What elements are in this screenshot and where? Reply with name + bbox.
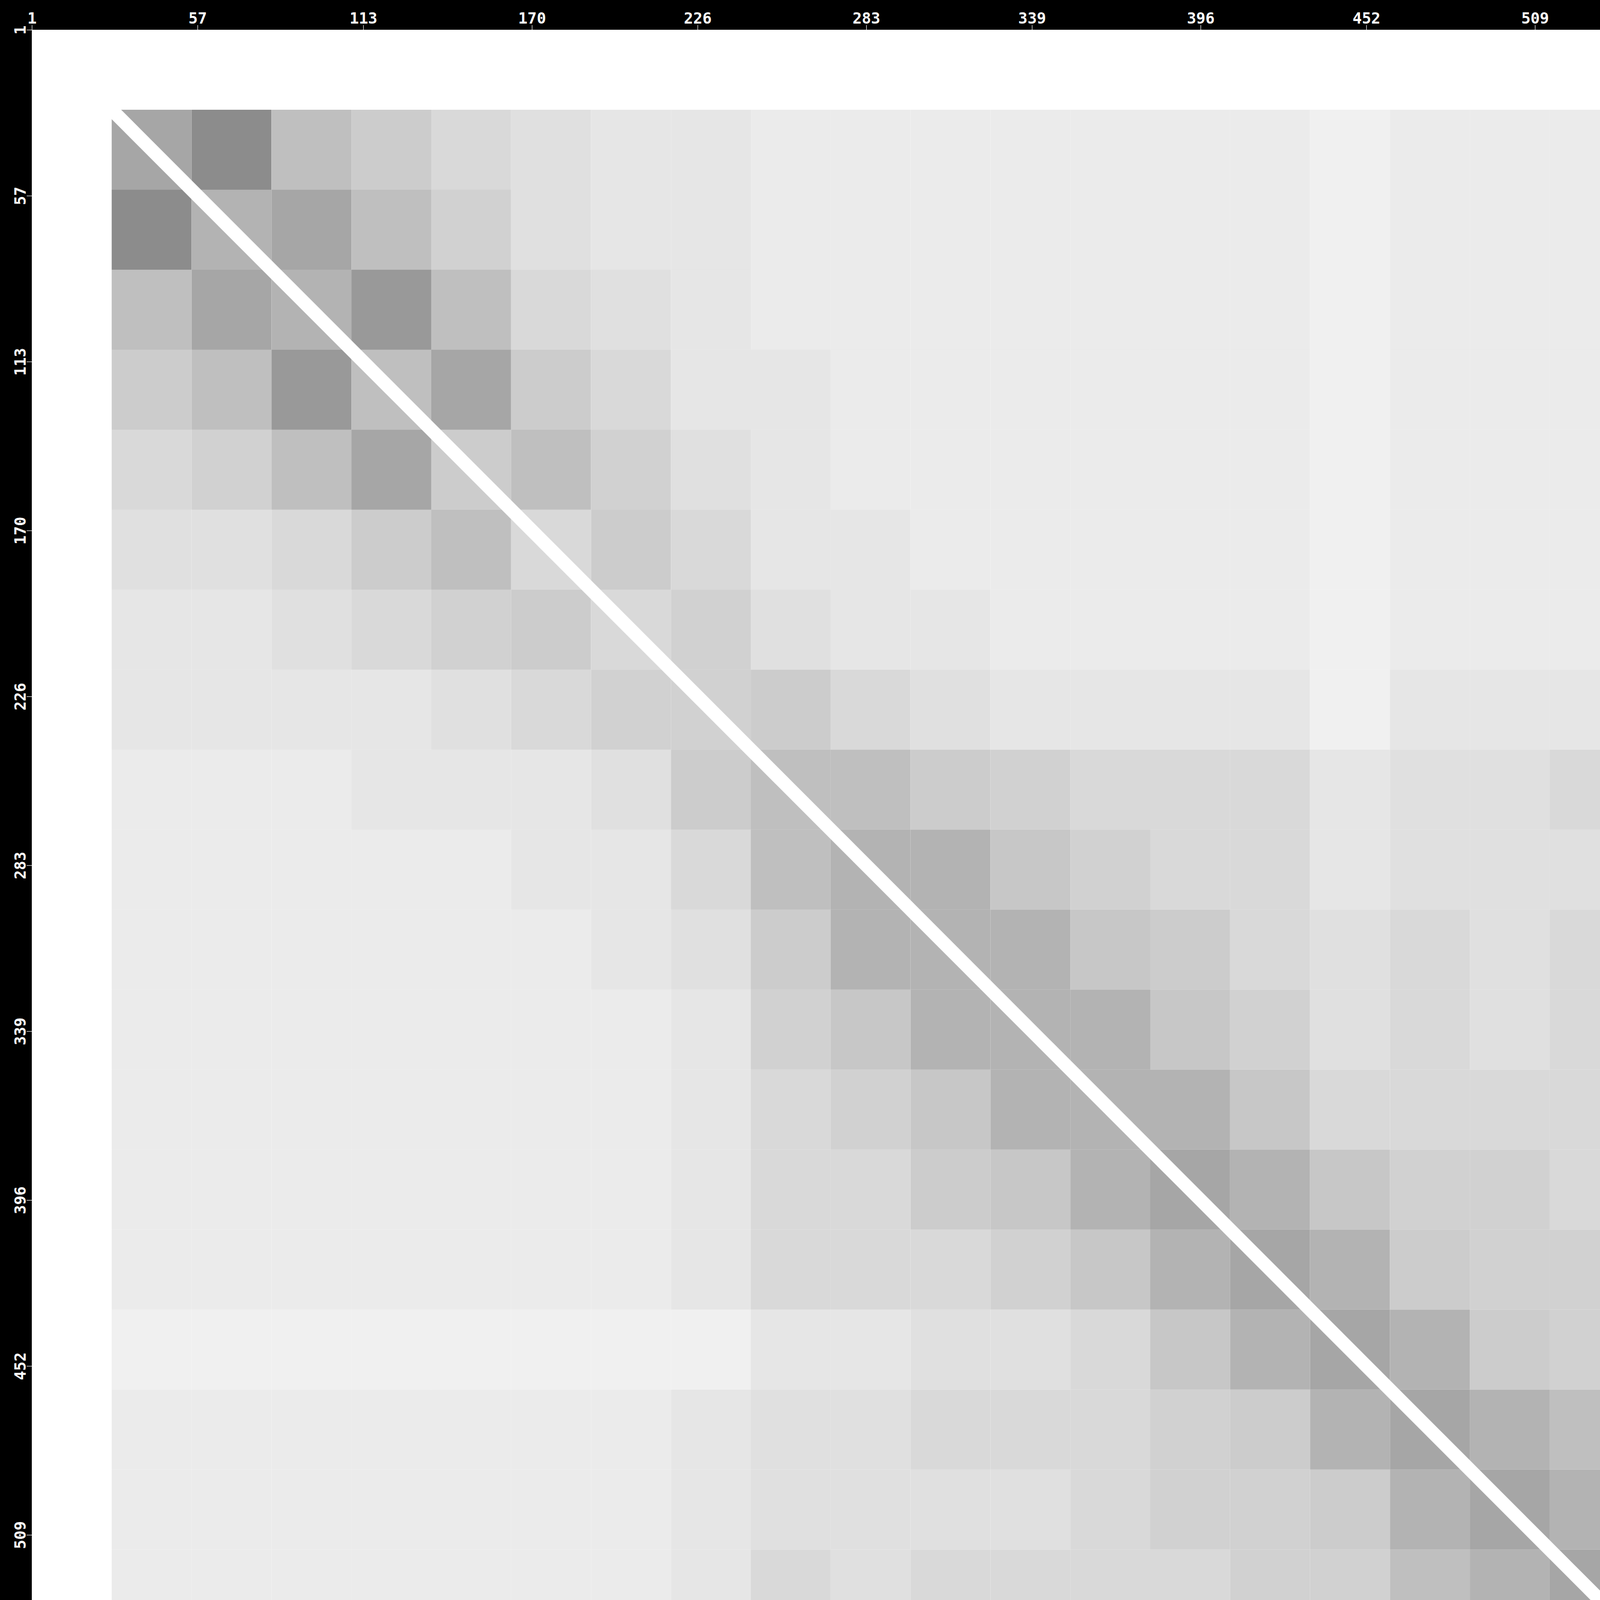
svg-text:509: 509 bbox=[1521, 9, 1549, 28]
svg-text:226: 226 bbox=[684, 9, 712, 28]
svg-text:396: 396 bbox=[11, 1186, 30, 1214]
svg-text:339: 339 bbox=[11, 1017, 30, 1046]
svg-text:57: 57 bbox=[188, 9, 208, 28]
svg-text:452: 452 bbox=[11, 1352, 30, 1380]
svg-text:452: 452 bbox=[1352, 9, 1381, 28]
svg-text:226: 226 bbox=[11, 682, 30, 711]
svg-text:170: 170 bbox=[518, 9, 547, 28]
svg-text:113: 113 bbox=[349, 9, 378, 28]
svg-text:283: 283 bbox=[852, 9, 880, 28]
svg-text:1: 1 bbox=[27, 9, 37, 28]
svg-text:283: 283 bbox=[11, 851, 30, 880]
svg-text:1: 1 bbox=[11, 25, 30, 35]
svg-text:57: 57 bbox=[11, 186, 30, 206]
svg-text:509: 509 bbox=[11, 1521, 30, 1549]
svg-text:113: 113 bbox=[11, 347, 30, 376]
svg-text:339: 339 bbox=[1018, 9, 1047, 28]
svg-text:170: 170 bbox=[11, 516, 30, 545]
svg-text:396: 396 bbox=[1186, 9, 1215, 28]
